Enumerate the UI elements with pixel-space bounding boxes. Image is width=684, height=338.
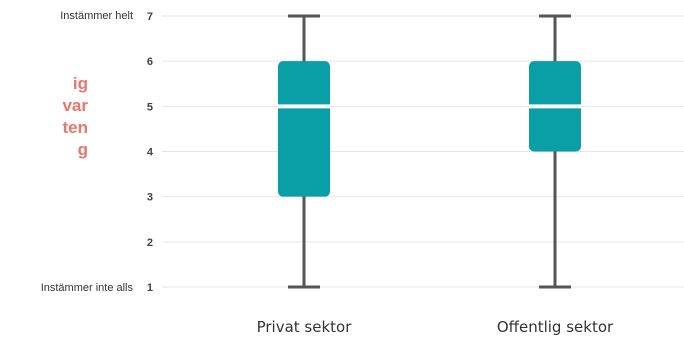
- y-tick-label: 5: [147, 101, 153, 113]
- y-tick-label: 6: [147, 56, 153, 68]
- y-tick-label: 4: [147, 147, 154, 159]
- y-tick-label: 1: [147, 282, 153, 294]
- side-title: ig var ten g: [0, 73, 88, 193]
- y-top-endpoint-label: Instämmer helt: [60, 10, 133, 22]
- side-title-line: var: [62, 96, 88, 115]
- y-tick-label: 7: [147, 11, 153, 23]
- side-title-line: ten: [62, 118, 89, 137]
- side-title-line: ig: [72, 74, 88, 93]
- y-tick-label: 3: [147, 192, 153, 204]
- y-tick-label: 2: [147, 237, 153, 249]
- category-label: Offentlig sektor: [497, 318, 614, 336]
- y-bottom-endpoint-label: Instämmer inte alls: [41, 282, 134, 294]
- side-title-line: g: [77, 140, 88, 159]
- box: [278, 61, 330, 197]
- category-label: Privat sektor: [257, 318, 353, 336]
